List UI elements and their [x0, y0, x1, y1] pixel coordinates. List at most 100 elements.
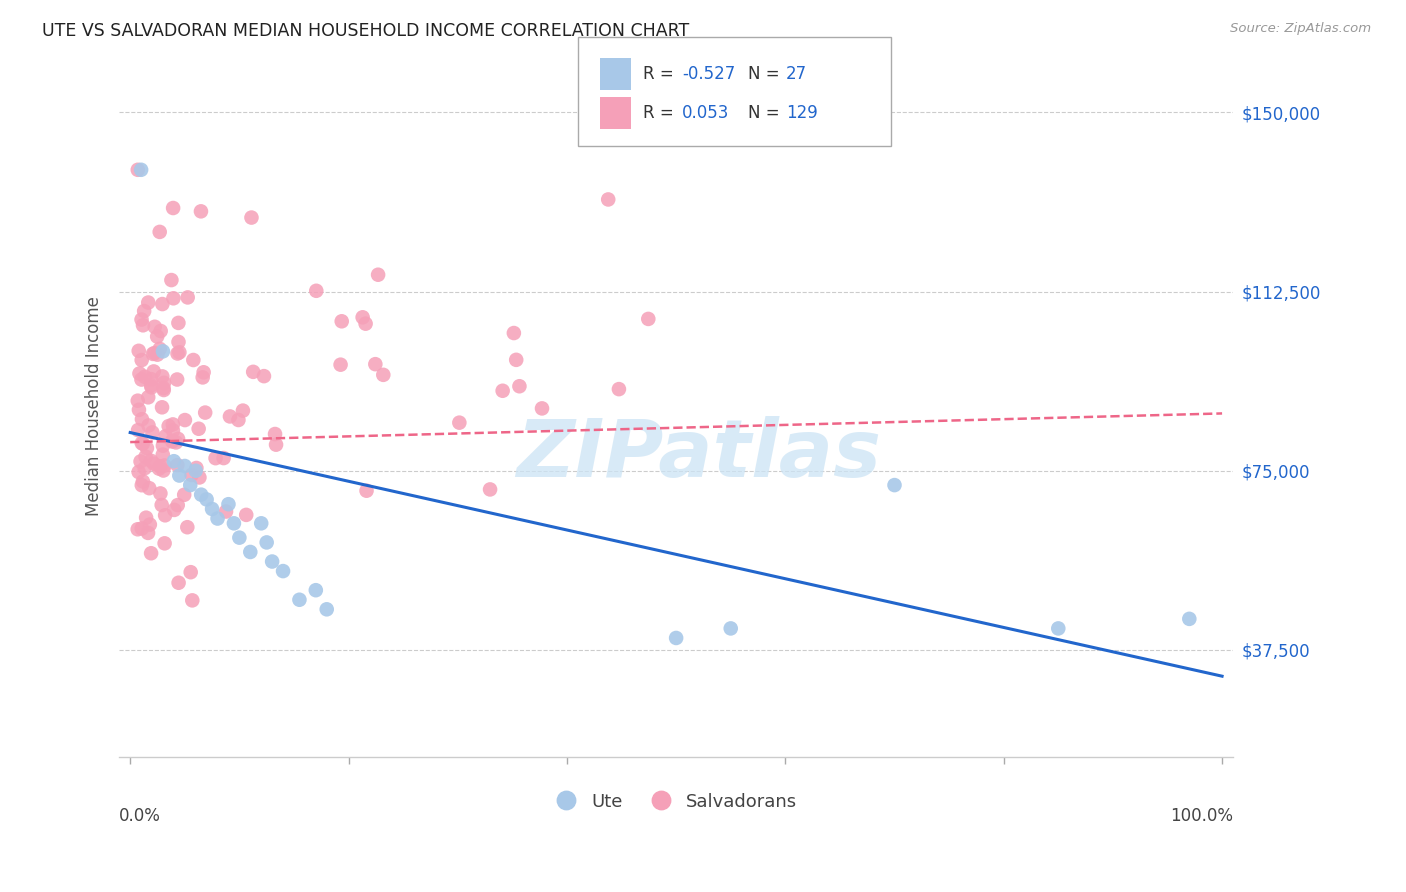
Point: [364, 357, 387, 371]
Point: [131, 353, 153, 368]
Point: [288, 592, 311, 607]
Point: [253, 369, 276, 384]
Point: [162, 291, 184, 305]
Point: [1178, 612, 1201, 626]
Point: [157, 419, 180, 434]
Text: 129: 129: [786, 104, 818, 122]
Point: [131, 521, 153, 535]
Text: N =: N =: [748, 65, 785, 83]
Point: [127, 393, 149, 408]
Point: [242, 365, 264, 379]
Point: [598, 193, 620, 207]
Point: [373, 368, 395, 382]
Point: [720, 622, 742, 636]
Point: [129, 162, 152, 177]
Point: [173, 488, 195, 502]
Point: [166, 498, 188, 512]
Point: [179, 478, 201, 492]
Point: [162, 424, 184, 438]
Point: [141, 380, 163, 394]
Point: [162, 417, 184, 432]
Point: [135, 450, 157, 464]
Point: [167, 432, 190, 446]
Point: [194, 406, 217, 420]
Point: [132, 436, 155, 450]
Point: [181, 593, 204, 607]
Point: [134, 304, 156, 318]
Point: [479, 483, 502, 497]
Point: [150, 498, 173, 512]
Point: [264, 438, 287, 452]
Point: [167, 575, 190, 590]
Text: R =: R =: [643, 104, 679, 122]
Point: [193, 365, 215, 379]
Point: [219, 409, 242, 424]
Text: Source: ZipAtlas.com: Source: ZipAtlas.com: [1230, 22, 1371, 36]
Point: [505, 352, 527, 367]
Point: [153, 508, 176, 523]
Point: [131, 412, 153, 426]
Point: [136, 295, 159, 310]
Point: [195, 492, 218, 507]
Point: [174, 413, 197, 427]
Point: [356, 483, 378, 498]
Point: [191, 370, 214, 384]
Point: [637, 312, 659, 326]
Point: [149, 486, 172, 500]
Point: [155, 429, 177, 443]
Point: [138, 418, 160, 433]
Point: [883, 478, 905, 492]
Text: 0.053: 0.053: [682, 104, 730, 122]
Point: [262, 555, 284, 569]
Point: [132, 475, 155, 489]
Point: [146, 329, 169, 343]
Point: [152, 381, 174, 395]
Point: [143, 319, 166, 334]
Point: [449, 416, 471, 430]
Point: [222, 516, 245, 531]
Point: [127, 162, 149, 177]
Point: [134, 461, 156, 475]
Text: 0.0%: 0.0%: [120, 806, 162, 824]
Point: [166, 346, 188, 360]
Text: N =: N =: [748, 104, 785, 122]
Point: [152, 344, 174, 359]
Point: [131, 478, 153, 492]
Text: UTE VS SALVADORAN MEDIAN HOUSEHOLD INCOME CORRELATION CHART: UTE VS SALVADORAN MEDIAN HOUSEHOLD INCOM…: [42, 22, 689, 40]
Point: [240, 211, 263, 225]
Point: [149, 459, 172, 474]
Point: [176, 520, 198, 534]
Point: [149, 324, 172, 338]
Point: [152, 463, 174, 477]
Point: [162, 201, 184, 215]
Point: [128, 367, 150, 381]
Text: -0.527: -0.527: [682, 65, 735, 83]
Point: [352, 310, 374, 325]
Point: [204, 451, 226, 466]
Point: [127, 522, 149, 536]
Point: [176, 290, 198, 304]
Point: [136, 525, 159, 540]
Point: [131, 372, 153, 386]
Point: [354, 317, 377, 331]
Point: [187, 422, 209, 436]
Point: [239, 545, 262, 559]
Point: [228, 413, 250, 427]
Point: [149, 342, 172, 356]
Text: 100.0%: 100.0%: [1170, 806, 1233, 824]
Point: [190, 488, 212, 502]
Point: [367, 268, 389, 282]
Point: [169, 468, 191, 483]
Point: [188, 470, 211, 484]
Point: [212, 451, 235, 466]
Point: [139, 517, 162, 532]
Point: [139, 378, 162, 392]
Point: [152, 383, 174, 397]
Point: [142, 364, 165, 378]
Point: [128, 465, 150, 479]
Text: R =: R =: [643, 65, 679, 83]
Text: 27: 27: [786, 65, 807, 83]
Point: [138, 481, 160, 495]
Point: [148, 461, 170, 475]
Y-axis label: Median Household Income: Median Household Income: [86, 296, 103, 516]
